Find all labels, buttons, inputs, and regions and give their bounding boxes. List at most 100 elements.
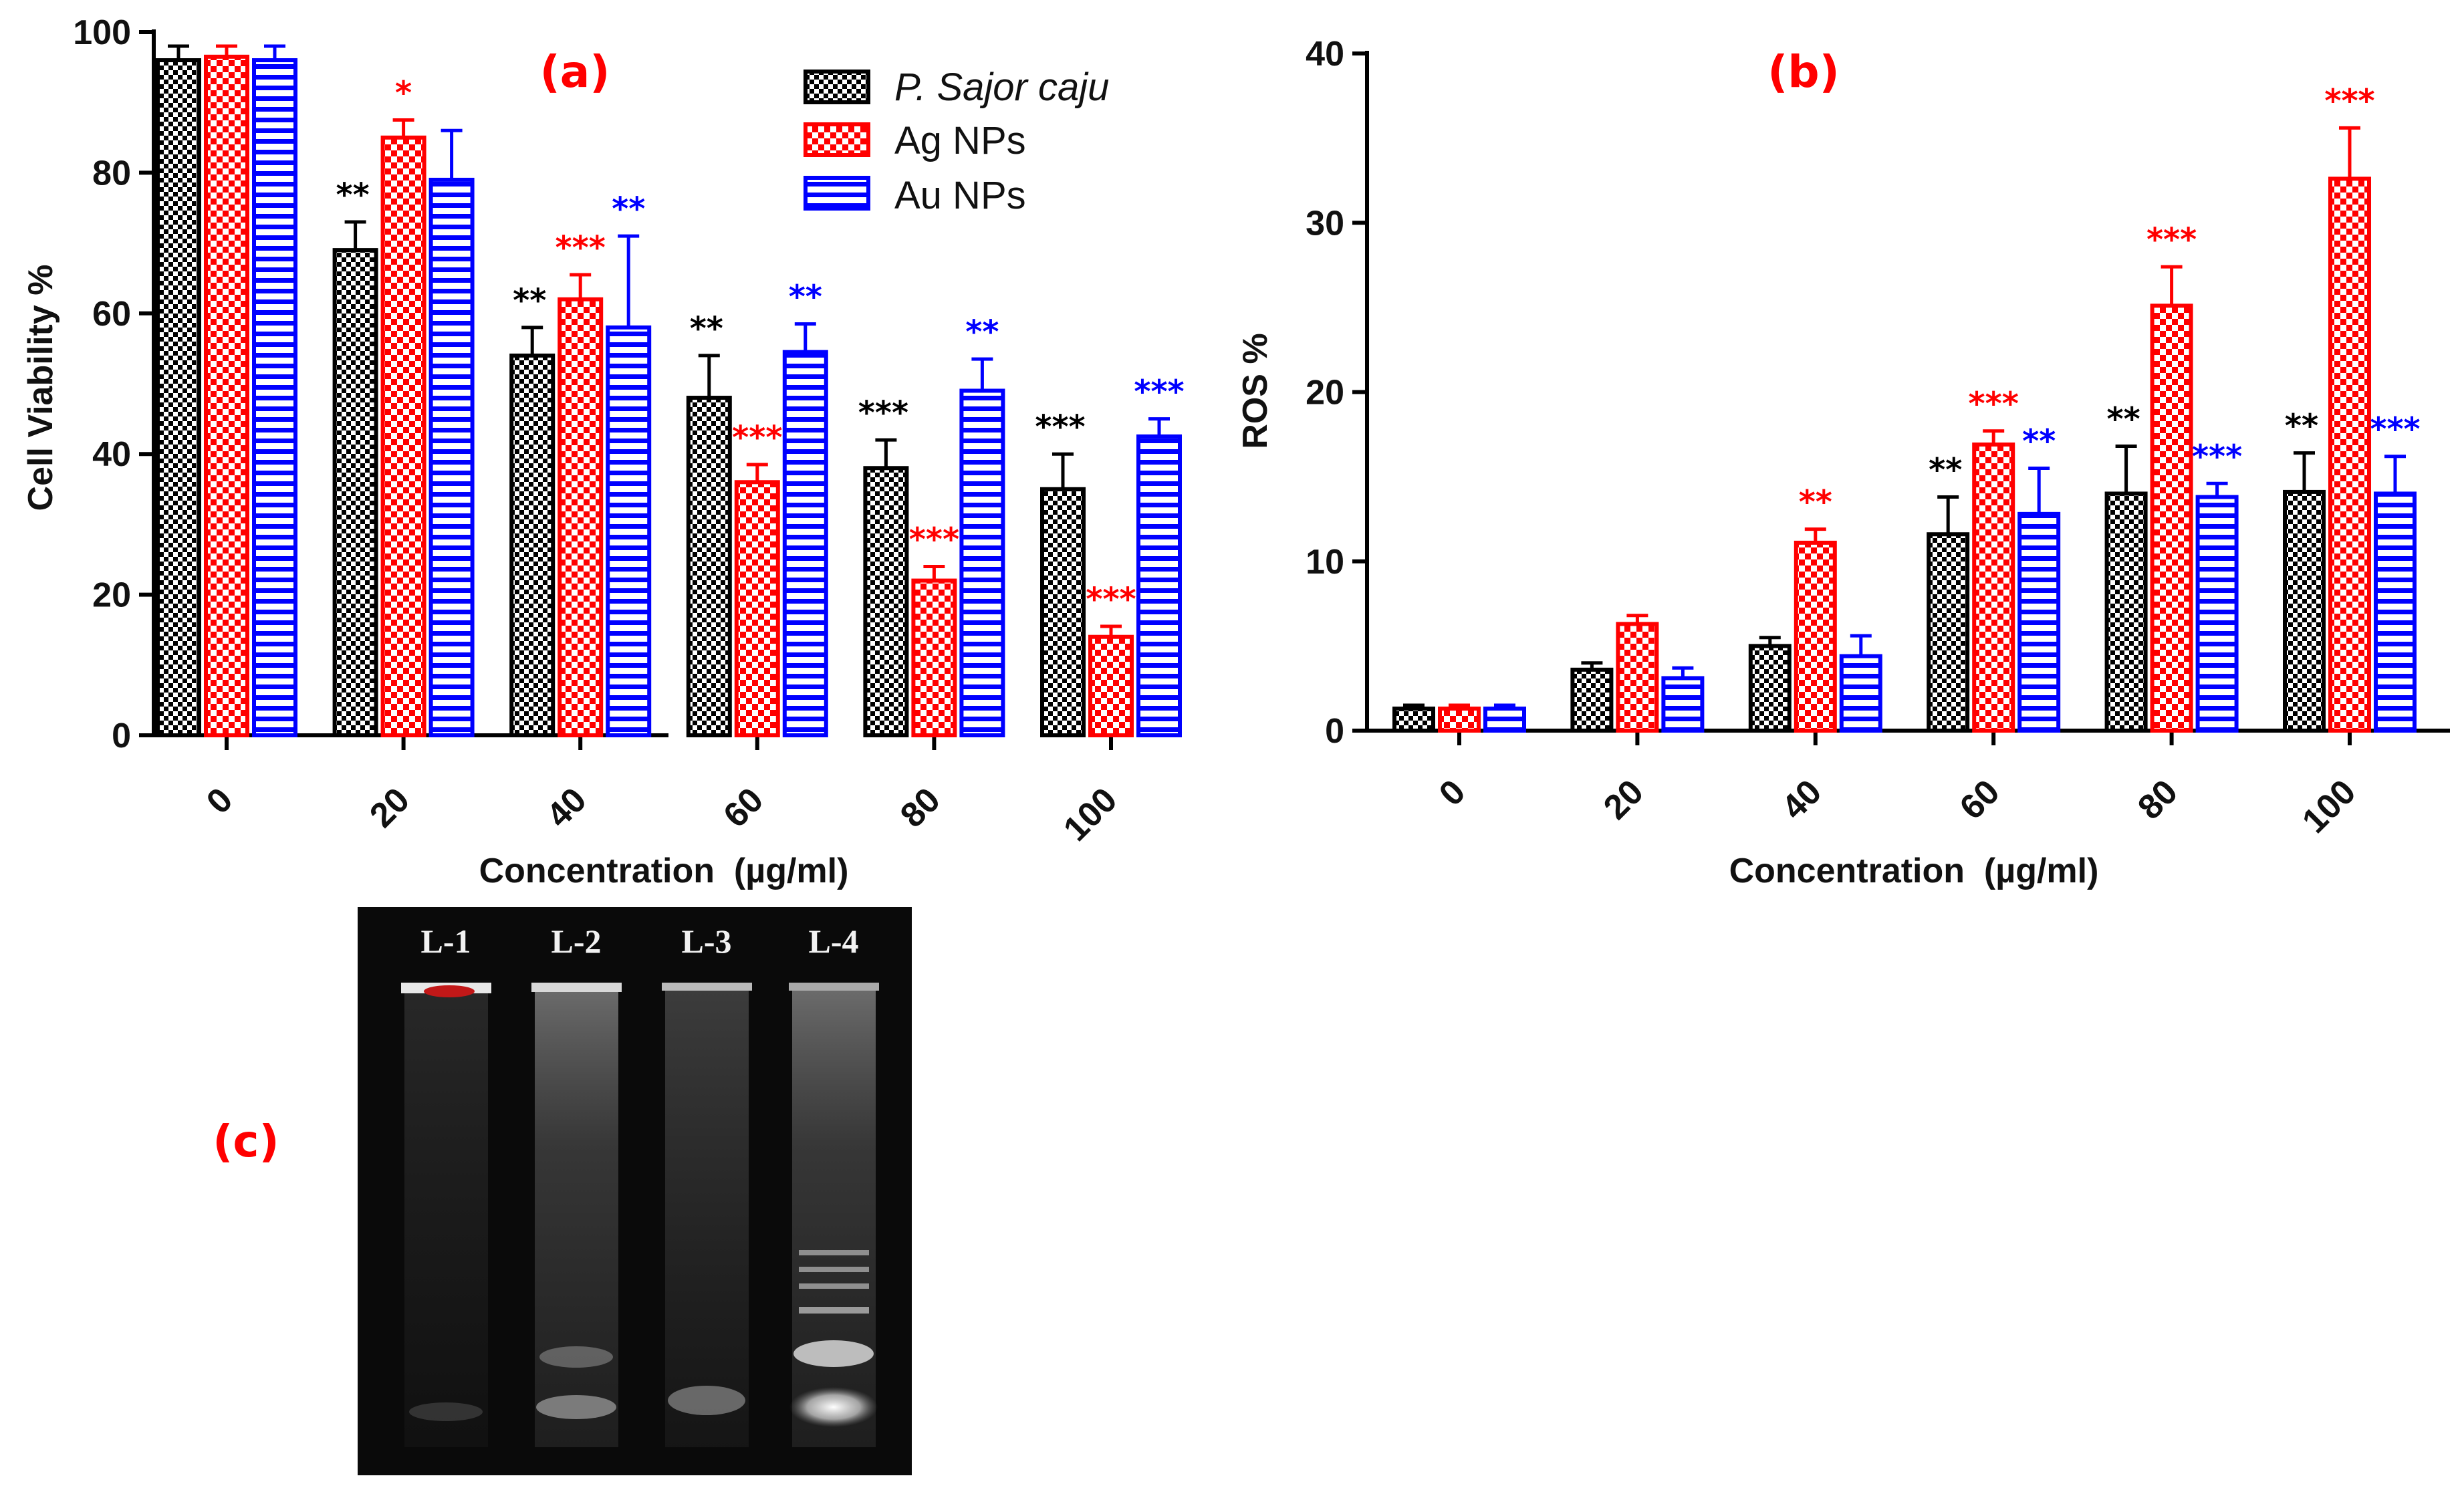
bar-au [252, 58, 297, 737]
panel-label-c: (c) [213, 1116, 279, 1167]
chart-panel-b: (b) ROS % Concentration (µg/ml) 0 10 20 30 4… [1236, 35, 2450, 890]
y-tick-label: 10 [1306, 543, 1344, 582]
sig-mark-pleurotus: ** [2285, 408, 2318, 445]
x-tick-label: 40 [539, 780, 594, 835]
gel-lane-4-band-4 [799, 1307, 869, 1314]
bar-ag [204, 54, 249, 737]
x-tick-label: 20 [1596, 772, 1651, 827]
bar-pleurotus [1748, 644, 1792, 733]
gel-lane-4-well [789, 983, 879, 991]
gel-lane-4-band-6 [789, 1387, 878, 1427]
x-tick-label: 100 [2295, 772, 2363, 840]
x-tick-label: 20 [362, 780, 417, 835]
bar-ag [1438, 707, 1481, 733]
bar-au [1839, 654, 1882, 733]
sig-mark-pleurotus: ** [2106, 401, 2140, 439]
bar-au [2195, 495, 2239, 733]
x-tick-label: 60 [716, 780, 771, 835]
gel-electrophoresis-image: (c) L-1 L-2 L-3 L-4 [213, 907, 912, 1475]
bar-au [606, 325, 652, 737]
bar-au [1136, 434, 1182, 738]
bar-pleurotus [1040, 487, 1086, 737]
sig-mark-pleurotus: ** [690, 310, 723, 348]
legend-label-pleurotus: P. Sajor caju [894, 66, 1109, 109]
gel-lane-1-well-stain [424, 985, 475, 997]
sig-mark-ag: *** [909, 521, 959, 559]
legend: P. Sajor caju Ag NPs Au NPs [804, 66, 1109, 217]
panel-label-a: (a) [540, 46, 610, 98]
sig-mark-ag: *** [732, 419, 782, 457]
gel-lane-4-band-1 [799, 1250, 869, 1255]
gel-lane-label-4: L-4 [809, 922, 859, 960]
sig-mark-au: ** [2022, 422, 2056, 460]
bar-au [2374, 491, 2417, 733]
x-axis-title-a: Concentration (µg/ml) [479, 852, 849, 890]
bar-au [1661, 676, 1705, 733]
y-tick-label: 0 [1325, 712, 1344, 751]
sig-mark-pleurotus: ** [1929, 452, 1962, 489]
gel-lane-2-smear [535, 986, 618, 1447]
sig-mark-pleurotus: *** [858, 394, 908, 432]
gel-lane-3-well [662, 983, 752, 991]
gel-lane-4-band-5 [793, 1340, 874, 1367]
y-tick-label: 40 [1306, 35, 1344, 74]
sig-mark-pleurotus: *** [1035, 408, 1085, 446]
x-tick-label: 80 [893, 780, 948, 835]
bar-ag [1794, 540, 1837, 733]
x-tick-label: 60 [1953, 772, 2007, 827]
gel-lane-label-3: L-3 [682, 922, 732, 960]
bar-ag [1616, 622, 1659, 733]
panel-label-b: (b) [1767, 46, 1840, 98]
bar-ag [558, 297, 604, 737]
gel-lane-1-bottom-band [409, 1402, 483, 1421]
y-tick-label: 20 [92, 576, 131, 615]
x-tick-label: 100 [1056, 780, 1124, 848]
bar-au [2017, 511, 2061, 733]
legend-swatch-ag [804, 122, 870, 157]
bar-ag [2150, 303, 2193, 733]
gel-lane-label-2: L-2 [551, 922, 602, 960]
y-tick-label: 0 [112, 717, 131, 755]
sig-mark-pleurotus: ** [513, 282, 546, 320]
sig-mark-ag: ** [1799, 484, 1832, 521]
gel-lane-2-well [531, 983, 622, 992]
gel-lane-4-band-2 [799, 1267, 869, 1272]
bar-pleurotus [686, 396, 732, 737]
gel-lane-label-1: L-1 [421, 922, 471, 960]
bar-ag [1972, 443, 2015, 733]
bar-pleurotus [863, 466, 909, 737]
sig-mark-au: *** [1134, 374, 1184, 411]
x-tick-label: 0 [199, 780, 240, 821]
y-tick-label: 40 [92, 435, 131, 474]
bar-pleurotus [2104, 491, 2148, 733]
sig-mark-ag: *** [2146, 221, 2197, 259]
bar-pleurotus [332, 248, 378, 737]
gel-lane-3-band-low [668, 1386, 745, 1415]
y-tick-label: 80 [92, 154, 131, 193]
x-tick-label: 0 [1432, 772, 1473, 813]
bar-au [1483, 707, 1526, 733]
bar-pleurotus [1570, 667, 1614, 733]
chart-panel-a: (a) Cell Viability % Concentration (µg/m… [21, 13, 1185, 890]
bar-pleurotus [1392, 707, 1435, 733]
bar-ag [2328, 176, 2371, 733]
y-tick-label: 100 [73, 13, 131, 52]
legend-swatch-pleurotus [804, 70, 870, 104]
sig-mark-au: *** [2192, 438, 2242, 475]
gel-lane-3-smear [665, 986, 749, 1447]
legend-swatch-au [804, 176, 870, 211]
gel-lane-1-smear [404, 986, 488, 1447]
bar-ag [380, 135, 426, 738]
bar-pleurotus [509, 353, 556, 737]
sig-mark-pleurotus: ** [336, 176, 369, 214]
bar-ag [911, 578, 957, 737]
sig-mark-au: ** [612, 191, 645, 228]
legend-label-au: Au NPs [894, 174, 1026, 217]
bar-au [428, 177, 475, 738]
gel-lane-4-smear [792, 986, 876, 1447]
sig-mark-ag: *** [1086, 581, 1136, 618]
bar-au [782, 350, 828, 737]
gel-lane-4-band-3 [799, 1283, 869, 1289]
sig-mark-au: *** [2370, 411, 2420, 449]
